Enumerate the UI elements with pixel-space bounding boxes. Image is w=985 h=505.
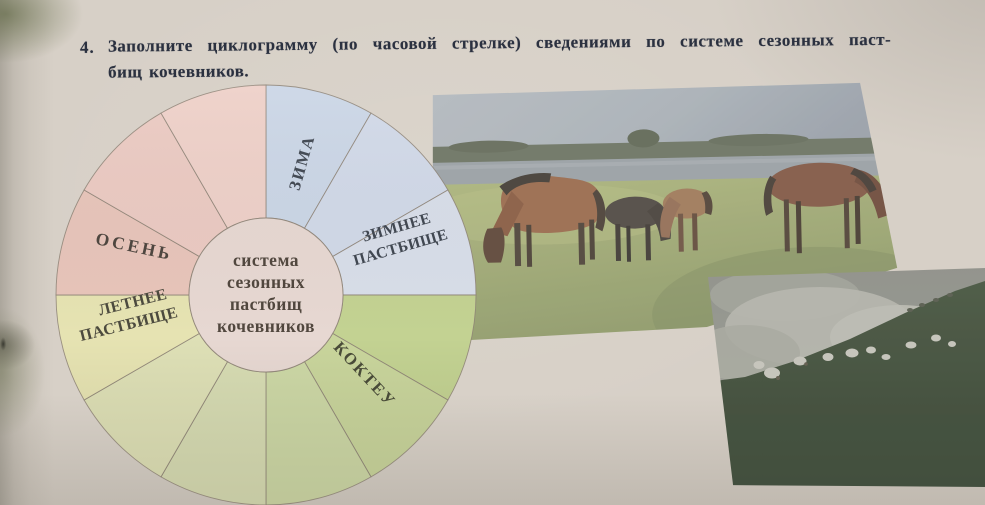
- sheep-photo-art: [707, 267, 985, 487]
- task-number: 4.: [79, 37, 95, 57]
- page-edge-smudge: [0, 334, 8, 354]
- sheep-hillside-photo: [707, 267, 985, 487]
- wheel-shading-overlay: [56, 85, 476, 505]
- task-header: 4. Заполните циклограмму (по часовой стр…: [80, 26, 966, 85]
- cyclogram-wheel: ЗИМА ЗИМНЕЕ ПАСТБИЩЕ КОКТЕУ ЛЕТНЕЕ ПАСТБ…: [55, 84, 477, 505]
